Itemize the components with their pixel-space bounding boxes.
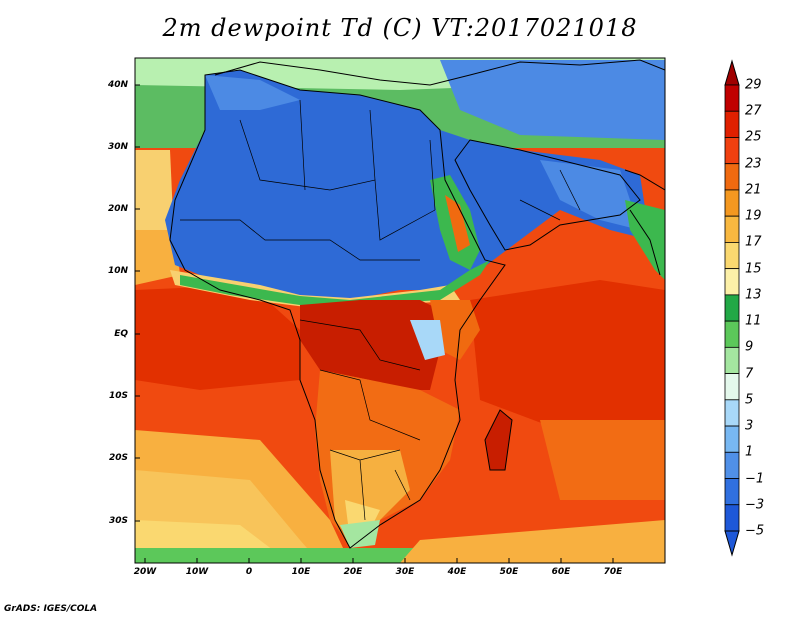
- colorbar-label: 23: [745, 156, 762, 172]
- colorbar-label: −5: [745, 523, 765, 539]
- lat-label-10n: 10N: [107, 266, 128, 276]
- lat-label-30s: 30S: [108, 516, 128, 526]
- colorbar-swatch: [724, 294, 740, 322]
- axis-ticks: [135, 84, 614, 563]
- colorbar-swatch: [724, 242, 740, 270]
- atlantic-hot-zone: [135, 285, 300, 390]
- lon-label-20e: 20E: [343, 567, 363, 577]
- colorbar-swatch: [724, 478, 740, 506]
- colorbar-label: −1: [745, 471, 765, 487]
- indian-hot-zone: [470, 280, 665, 430]
- colorbar-label: 27: [745, 103, 762, 119]
- colorbar-swatch: [724, 84, 740, 112]
- map-frame: [134, 57, 666, 564]
- colorbar-swatch: [724, 373, 740, 401]
- colorbar-label: 21: [745, 182, 762, 198]
- lat-label-40n: 40N: [107, 80, 128, 90]
- sahara-region: [165, 70, 650, 300]
- map-title: 2m dewpoint Td (C) VT:2017021018: [162, 14, 638, 42]
- colorbar-swatch: [724, 268, 740, 296]
- colorbar-label: 1: [745, 444, 754, 460]
- lon-label-30e: 30E: [395, 567, 415, 577]
- colorbar-swatch: [724, 137, 740, 165]
- country-borders: [180, 99, 581, 521]
- colorbar-min-arrow: [724, 530, 740, 557]
- colorbar-swatch: [724, 425, 740, 453]
- lon-label-10w: 10W: [185, 567, 209, 577]
- colorbar-label: 13: [745, 287, 762, 303]
- colorbar-label: 11: [745, 313, 762, 329]
- lon-label-60e: 60E: [551, 567, 571, 577]
- lon-label-40e: 40E: [447, 567, 467, 577]
- colorbar-label: −3: [745, 497, 765, 513]
- colorbar: [724, 59, 740, 557]
- colorbar-label: 3: [745, 418, 754, 434]
- colorbar-label: 5: [745, 392, 754, 408]
- lon-label-50e: 50E: [499, 567, 519, 577]
- lat-label-10s: 10S: [108, 391, 128, 401]
- colorbar-label: 17: [745, 234, 762, 250]
- colorbar-swatch: [724, 215, 740, 243]
- madagascar: [485, 410, 512, 470]
- colorbar-swatch: [724, 163, 740, 191]
- colorbar-swatch: [724, 504, 740, 532]
- colorbar-label: 7: [745, 366, 754, 382]
- africa-coastline: [169, 69, 506, 549]
- grads-credit: GrADS: IGES/COLA: [4, 604, 98, 614]
- lat-label-20n: 20N: [107, 204, 128, 214]
- lon-label-10e: 10E: [291, 567, 311, 577]
- colorbar-label: 15: [745, 261, 762, 277]
- colorbar-swatch: [724, 110, 740, 138]
- colorbar-swatch: [724, 451, 740, 479]
- lat-label-20s: 20S: [108, 453, 128, 463]
- colorbar-swatch: [724, 346, 740, 374]
- colorbar-label: 25: [745, 129, 762, 145]
- colorbar-label: 19: [745, 208, 762, 224]
- lon-label-0: 0: [245, 567, 253, 577]
- colorbar-swatch: [724, 399, 740, 427]
- lon-label-20w: 20W: [133, 567, 157, 577]
- lon-label-70e: 70E: [603, 567, 623, 577]
- lat-label-30n: 30N: [107, 142, 128, 152]
- colorbar-max-arrow: [724, 59, 740, 86]
- colorbar-label: 9: [745, 339, 754, 355]
- colorbar-swatch: [724, 189, 740, 217]
- arabia-coastline: [454, 139, 641, 251]
- lat-label-eq: EQ: [114, 329, 128, 339]
- colorbar-swatch: [724, 320, 740, 348]
- colorbar-label: 29: [745, 77, 762, 93]
